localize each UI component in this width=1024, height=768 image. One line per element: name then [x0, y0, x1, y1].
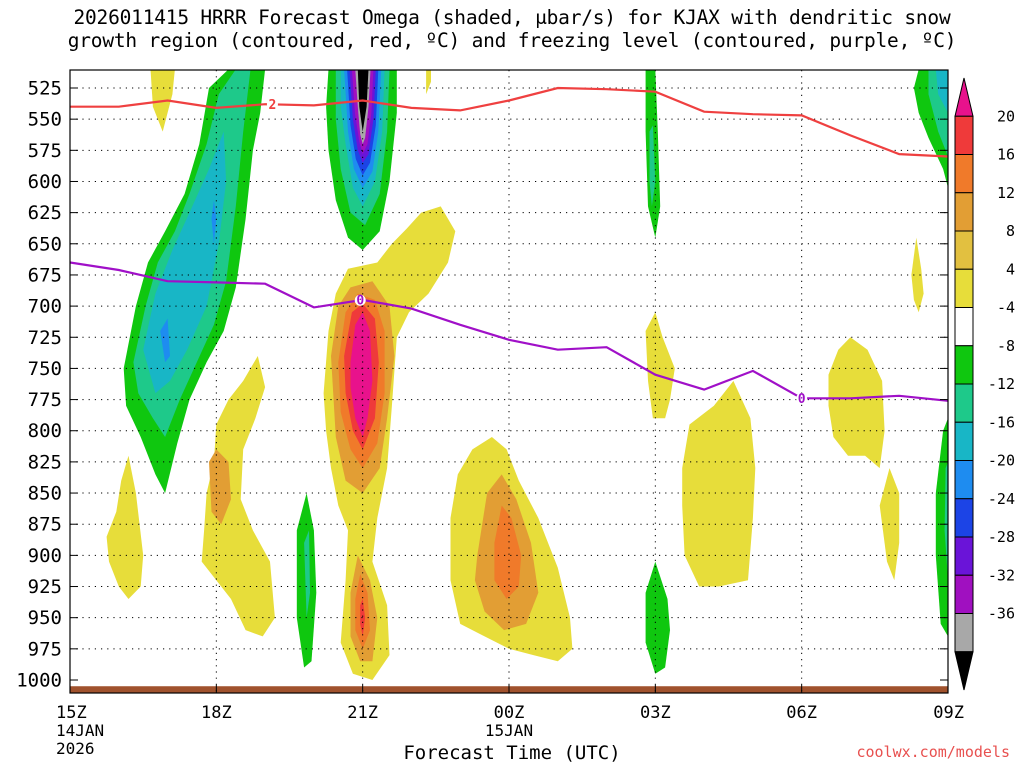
omega-region--12-15: [649, 125, 656, 207]
y-axis: 525 550 575 600 625 650 675 700 725 750 775 800 825 8…: [16, 78, 948, 692]
colorbar-box-5: [954, 268, 974, 308]
colorbar-label-8: 8: [1006, 222, 1015, 240]
title-line-1: 2026011415 HRRR Forecast Omega (shaded, …: [73, 6, 951, 29]
credit-text: coolwx.com/models: [856, 743, 1010, 761]
y-tick-label-800: 800: [28, 420, 62, 442]
omega-region-4-39: [645, 312, 675, 419]
colorbar-label--4: -4: [997, 299, 1015, 317]
omega-region-4-41: [828, 337, 885, 469]
colorbar-label-4: 4: [1006, 260, 1015, 278]
freezing-level-line-label-bg-1: [796, 392, 808, 404]
y-tick-label-775: 775: [28, 389, 62, 411]
x-tick-label-00Z: 00Z: [494, 703, 525, 723]
y-tick-label-525: 525: [28, 78, 62, 100]
colorbar-box-14: [954, 613, 974, 653]
y-tick-label-900: 900: [28, 545, 62, 567]
omega-region--20-4: [211, 200, 217, 244]
y-tick-label-600: 600: [28, 171, 62, 193]
y-tick-label-625: 625: [28, 202, 62, 224]
y-tick-label-850: 850: [28, 483, 62, 505]
x-tick-label-06Z: 06Z: [786, 703, 817, 723]
y-tick-label-750: 750: [28, 358, 62, 380]
title-line-2: growth region (contoured, red, ºC) and f…: [67, 29, 957, 52]
colorbar-box-4: [954, 230, 974, 270]
colorbar-label-16: 16: [997, 146, 1015, 164]
freezing-level-line-label-bg-0: [354, 294, 366, 306]
y-tick-label-925: 925: [28, 576, 62, 598]
x-tick-label-15Z: 15Z: [56, 703, 87, 723]
y-tick-label-700: 700: [28, 296, 62, 318]
omega-region-20-28: [350, 312, 373, 437]
omega-region--8-19: [935, 418, 948, 637]
omega-region-4-43: [911, 237, 924, 313]
colorbar-top-arrow: [954, 77, 974, 117]
y-tick-label-575: 575: [28, 140, 62, 162]
omega-region-12-38: [494, 505, 522, 599]
colorbar-bottom-arrow: [954, 651, 974, 691]
dendritic-growth-line: [70, 86, 948, 158]
colorbar-label--36: -36: [988, 605, 1015, 623]
colorbar-label--8: -8: [997, 337, 1015, 355]
chart-title: 2026011415 HRRR Forecast Omega (shaded, …: [0, 6, 1024, 52]
colorbar-box-13: [954, 574, 974, 614]
colorbar-label-20: 20: [997, 107, 1015, 125]
omega-region--20-3: [160, 318, 170, 363]
omega-region--12-20: [944, 461, 948, 581]
colorbar: 20 16 12 8 4 -4 -8 -12 -16 -20 -24 -28 -32 -36: [954, 77, 1015, 691]
x-tick-label-09Z: 09Z: [933, 703, 964, 723]
y-tick-label-825: 825: [28, 451, 62, 473]
freezing-level-line-label-1: 0: [798, 392, 806, 407]
colorbar-label--28: -28: [988, 528, 1015, 546]
colorbar-box-3: [954, 192, 974, 232]
x-tick-label-21Z: 21Z: [347, 703, 378, 723]
omega-region--8-23: [645, 561, 670, 674]
x-tick-date-15Z: 14JAN: [56, 721, 104, 740]
omega-region-4-40: [682, 380, 756, 587]
omega-shading: [106, 70, 948, 680]
colorbar-label--20: -20: [988, 452, 1015, 470]
colorbar-label--32: -32: [988, 566, 1015, 584]
omega-region--16-18: [935, 70, 948, 113]
colorbar-label--24: -24: [988, 490, 1015, 508]
colorbar-label--16: -16: [988, 413, 1015, 431]
colorbar-box-1: [954, 115, 974, 155]
freezing-level-line-label-0: 0: [356, 294, 364, 309]
omega-region-4-34: [106, 455, 144, 599]
omega-region-8-33: [209, 449, 231, 525]
y-tick-label-875: 875: [28, 514, 62, 536]
y-tick-label-550: 550: [28, 109, 62, 131]
x-tick-year-15Z: 2026: [56, 739, 95, 758]
y-tick-label-725: 725: [28, 327, 62, 349]
y-tick-label-675: 675: [28, 264, 62, 286]
contour-lines: 2 0 0: [70, 86, 948, 407]
x-tick-label-18Z: 18Z: [201, 703, 232, 723]
dendritic-growth-line-label-0: 2: [269, 98, 277, 113]
colorbar-label--12: -12: [988, 375, 1015, 393]
colorbar-box-9: [954, 421, 974, 461]
y-tick-label-975: 975: [28, 638, 62, 660]
omega-region-16-31: [360, 599, 366, 637]
dendritic-growth-line-label-bg-0: [266, 98, 278, 110]
y-tick-label-650: 650: [28, 233, 62, 255]
x-tick-date-00Z: 15JAN: [485, 721, 533, 740]
y-tick-label-1000: 1000: [16, 670, 62, 692]
omega-region--12-22: [304, 530, 310, 618]
omega-region-4-32: [201, 356, 275, 637]
colorbar-box-7: [954, 345, 974, 385]
colorbar-label-12: 12: [997, 184, 1015, 202]
colorbar-box-11: [954, 498, 974, 538]
x-tick-label-03Z: 03Z: [640, 703, 671, 723]
y-tick-label-950: 950: [28, 607, 62, 629]
colorbar-box-12: [954, 536, 974, 576]
colorbar-box-8: [954, 383, 974, 423]
colorbar-box-6: [954, 307, 974, 347]
colorbar-box-10: [954, 460, 974, 500]
x-axis-label: Forecast Time (UTC): [403, 742, 621, 764]
omega-region-4-44: [426, 70, 431, 95]
colorbar-box-2: [954, 154, 974, 194]
